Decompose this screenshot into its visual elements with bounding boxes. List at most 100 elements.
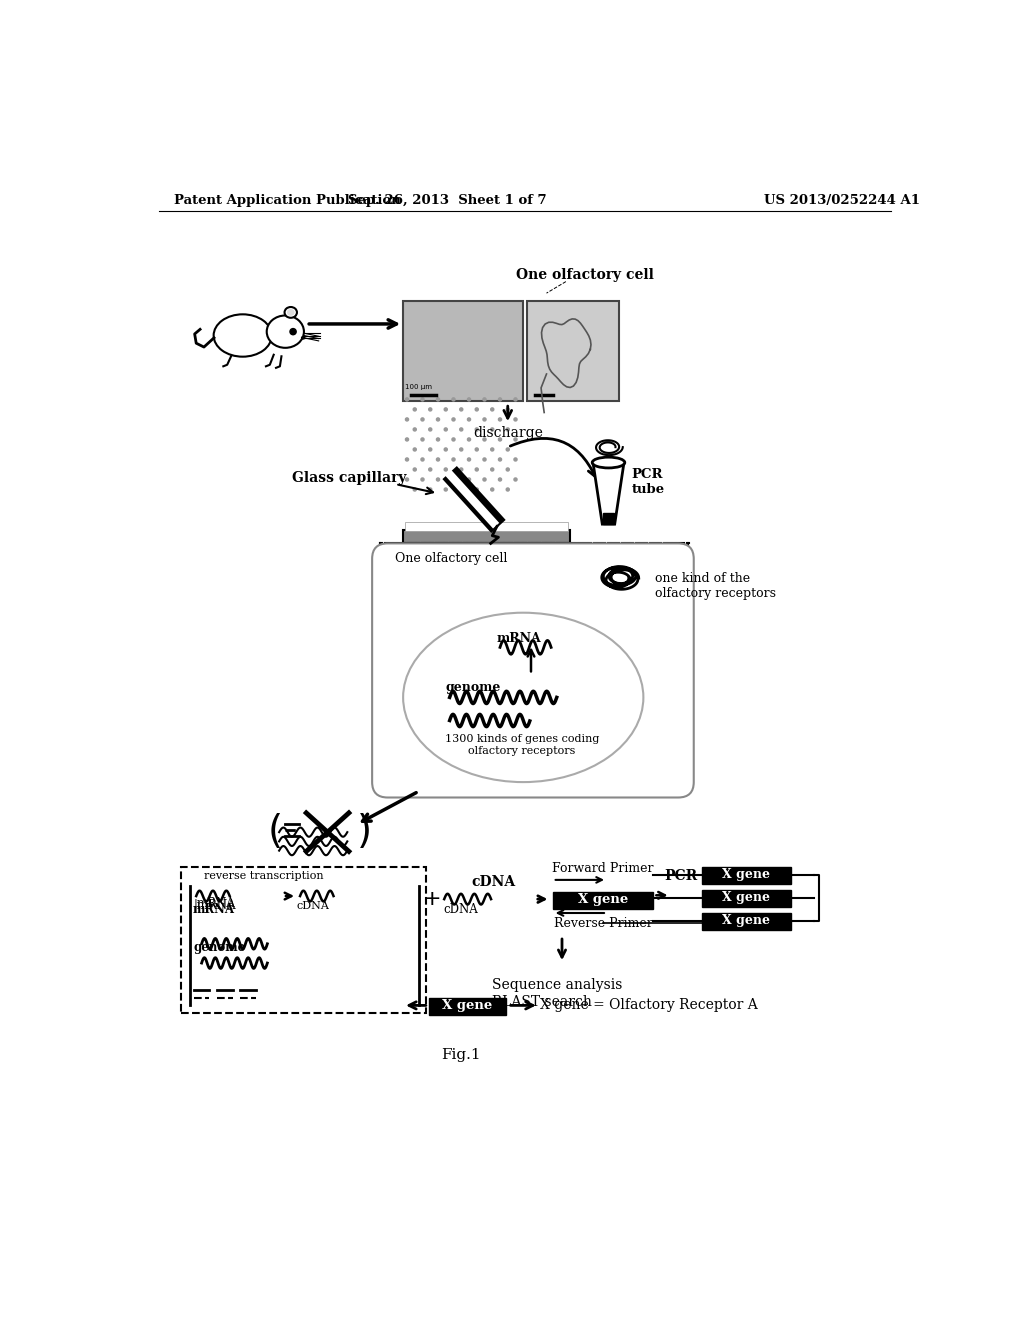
Circle shape	[490, 408, 494, 411]
Circle shape	[483, 438, 486, 441]
Circle shape	[429, 447, 432, 451]
Bar	[603, 512, 614, 524]
Circle shape	[506, 428, 509, 430]
Circle shape	[490, 447, 494, 451]
Circle shape	[406, 418, 409, 421]
Circle shape	[421, 458, 424, 461]
Circle shape	[483, 418, 486, 421]
Text: PCR
tube: PCR tube	[632, 467, 665, 496]
Text: Patent Application Publication: Patent Application Publication	[174, 194, 401, 207]
Circle shape	[483, 397, 486, 401]
Text: 100 μm: 100 μm	[406, 384, 432, 391]
Text: 1300 kinds of genes coding
olfactory receptors: 1300 kinds of genes coding olfactory rec…	[444, 734, 599, 756]
Circle shape	[444, 408, 447, 411]
Circle shape	[467, 438, 471, 441]
Circle shape	[514, 438, 517, 441]
Circle shape	[467, 478, 471, 480]
Text: mRNA: mRNA	[496, 632, 541, 645]
Text: X gene: X gene	[722, 891, 770, 904]
Circle shape	[290, 329, 296, 335]
Circle shape	[460, 408, 463, 411]
Circle shape	[421, 438, 424, 441]
Circle shape	[506, 447, 509, 451]
Text: X gene: X gene	[442, 999, 493, 1012]
Circle shape	[483, 478, 486, 480]
Bar	[403, 529, 569, 544]
Circle shape	[490, 488, 494, 491]
Circle shape	[499, 418, 502, 421]
Text: Glass capillary: Glass capillary	[292, 471, 407, 484]
Circle shape	[452, 478, 455, 480]
Circle shape	[414, 428, 417, 430]
Text: X gene: X gene	[578, 894, 628, 907]
Circle shape	[452, 418, 455, 421]
Circle shape	[436, 478, 439, 480]
Circle shape	[490, 428, 494, 430]
Circle shape	[406, 438, 409, 441]
Circle shape	[452, 458, 455, 461]
Circle shape	[506, 469, 509, 471]
Circle shape	[499, 458, 502, 461]
Circle shape	[444, 447, 447, 451]
Circle shape	[514, 397, 517, 401]
Bar	[527, 301, 618, 401]
Ellipse shape	[592, 457, 625, 469]
Text: One olfactory cell: One olfactory cell	[516, 268, 654, 282]
Circle shape	[444, 428, 447, 430]
FancyBboxPatch shape	[372, 544, 693, 797]
Circle shape	[460, 428, 463, 430]
Text: Reverse Primer: Reverse Primer	[554, 916, 652, 929]
Bar	[404, 521, 568, 531]
Text: reverse transcription: reverse transcription	[204, 871, 324, 880]
Circle shape	[436, 418, 439, 421]
Bar	[553, 892, 653, 909]
Circle shape	[483, 458, 486, 461]
Bar	[403, 301, 523, 401]
Polygon shape	[593, 462, 624, 524]
Circle shape	[429, 408, 432, 411]
Circle shape	[514, 418, 517, 421]
Text: mRNA: mRNA	[197, 896, 234, 909]
Text: one kind of the
olfactory receptors: one kind of the olfactory receptors	[655, 572, 776, 599]
Bar	[701, 890, 791, 907]
Circle shape	[444, 488, 447, 491]
Text: PCR: PCR	[665, 869, 698, 883]
Circle shape	[467, 418, 471, 421]
Circle shape	[475, 469, 478, 471]
Bar	[701, 913, 791, 929]
Bar	[180, 867, 426, 1014]
Ellipse shape	[285, 308, 297, 318]
Circle shape	[429, 428, 432, 430]
Text: cDNA: cDNA	[297, 902, 330, 911]
Circle shape	[475, 488, 478, 491]
Text: ): )	[356, 813, 372, 851]
Bar	[701, 867, 791, 884]
Circle shape	[452, 438, 455, 441]
Circle shape	[490, 469, 494, 471]
Circle shape	[460, 469, 463, 471]
Circle shape	[499, 438, 502, 441]
Text: (: (	[267, 813, 283, 851]
Circle shape	[406, 458, 409, 461]
Text: discharge: discharge	[473, 425, 543, 440]
Circle shape	[414, 488, 417, 491]
Text: +: +	[423, 890, 441, 909]
Ellipse shape	[403, 612, 643, 781]
Ellipse shape	[287, 309, 295, 315]
Circle shape	[460, 488, 463, 491]
Text: mRNA: mRNA	[194, 903, 236, 916]
Text: Sep. 26, 2013  Sheet 1 of 7: Sep. 26, 2013 Sheet 1 of 7	[348, 194, 547, 207]
Circle shape	[429, 469, 432, 471]
Text: |mRNA: |mRNA	[194, 899, 236, 912]
Circle shape	[444, 469, 447, 471]
Circle shape	[414, 469, 417, 471]
Text: Fig.1: Fig.1	[441, 1048, 481, 1063]
Circle shape	[436, 438, 439, 441]
Text: cDNA: cDNA	[472, 875, 516, 890]
Text: US 2013/0252244 A1: US 2013/0252244 A1	[764, 194, 920, 207]
Circle shape	[414, 447, 417, 451]
Ellipse shape	[214, 314, 271, 356]
Circle shape	[467, 458, 471, 461]
Text: genome: genome	[445, 681, 501, 693]
Bar	[429, 998, 506, 1015]
